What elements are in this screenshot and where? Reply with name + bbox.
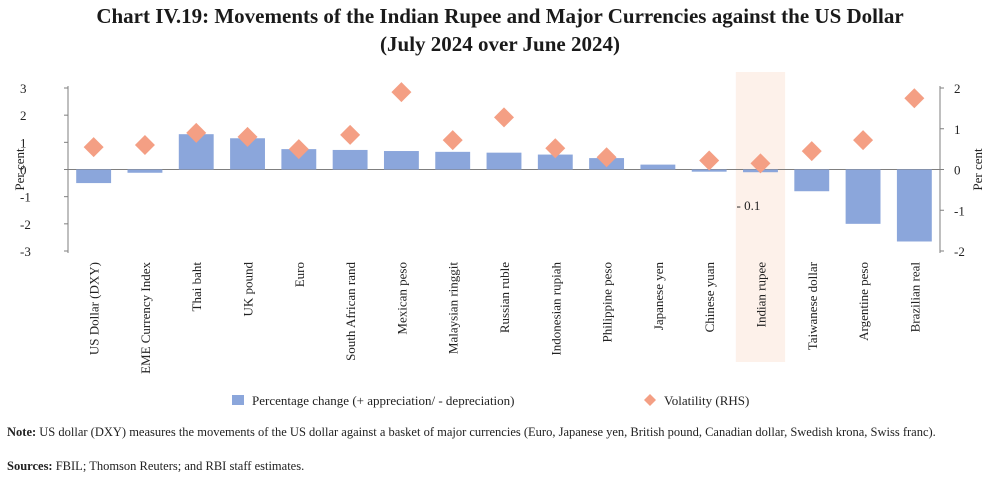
volatility-marker	[853, 130, 874, 151]
category-label: Chinese yuan	[702, 262, 717, 333]
category-label: EME Currency Index	[138, 262, 153, 374]
category-label: Japanese yen	[651, 262, 666, 331]
right-tick-label: 1	[954, 122, 961, 137]
category-label: Russian ruble	[497, 262, 512, 333]
bar	[435, 151, 471, 170]
bar	[486, 152, 522, 170]
volatility-marker	[699, 150, 720, 171]
note-text: US dollar (DXY) measures the movements o…	[39, 425, 936, 439]
chart-subtitle: (July 2024 over June 2024)	[380, 32, 620, 56]
category-label: South African rand	[343, 262, 358, 361]
volatility-marker	[288, 139, 309, 160]
chart-sources: Sources: FBIL; Thomson Reuters; and RBI …	[7, 458, 992, 474]
highlight-band	[735, 72, 786, 362]
bar	[537, 154, 573, 170]
bar	[896, 169, 932, 242]
volatility-marker	[545, 138, 566, 159]
right-tick-label: 0	[954, 163, 961, 178]
bar	[383, 151, 419, 170]
bar	[127, 169, 163, 173]
category-label: Brazilian real	[907, 262, 922, 333]
data-label-indian-rupee: - 0.1	[737, 198, 761, 213]
left-tick-label: 0	[20, 163, 27, 178]
category-label: UK pound	[241, 262, 256, 317]
volatility-marker	[442, 130, 463, 151]
left-tick-label: -2	[20, 217, 31, 232]
volatility-marker	[904, 88, 925, 109]
volatility-marker	[391, 82, 412, 103]
category-label: Malaysian ringgit	[446, 262, 461, 354]
category-label: Mexican peso	[394, 262, 409, 335]
category-label: US Dollar (DXY)	[87, 262, 102, 355]
category-label: Argentine peso	[856, 262, 871, 341]
bar	[281, 149, 317, 170]
bar	[691, 169, 727, 172]
volatility-marker	[186, 122, 207, 143]
volatility-marker	[134, 135, 155, 156]
volatility-marker	[801, 141, 822, 162]
legend-bar-label: Percentage change (+ appreciation/ - dep…	[252, 393, 515, 408]
right-tick-label: 2	[954, 81, 961, 96]
right-tick-label: -2	[954, 244, 965, 259]
left-tick-label: 3	[20, 81, 27, 96]
note-label: Note:	[7, 425, 37, 439]
chart-title: Chart IV.19: Movements of the Indian Rup…	[96, 4, 904, 28]
bar	[332, 149, 368, 170]
left-tick-label: -1	[20, 190, 31, 205]
right-tick-label: -1	[954, 203, 965, 218]
chart-note: Note: US dollar (DXY) measures the movem…	[7, 424, 992, 440]
left-tick-label: 2	[20, 108, 27, 123]
bar	[640, 164, 676, 170]
category-label: Philippine peso	[600, 262, 615, 343]
volatility-marker	[237, 126, 258, 147]
sources-label: Sources:	[7, 459, 53, 473]
right-axis-title: Per cent	[970, 148, 985, 191]
sources-text: FBIL; Thomson Reuters; and RBI staff est…	[55, 459, 305, 473]
left-tick-label: 1	[20, 135, 27, 150]
category-label: Thai baht	[189, 262, 204, 312]
volatility-marker	[340, 124, 361, 145]
volatility-marker	[83, 137, 104, 158]
volatility-marker	[750, 153, 771, 174]
legend-bar-swatch	[232, 395, 244, 405]
legend-diamond-swatch	[644, 394, 656, 406]
left-axis-title: Per cent	[12, 148, 27, 191]
category-label: Indonesian rupiah	[548, 262, 563, 356]
bar	[794, 169, 830, 192]
category-label: Indian rupee	[753, 262, 768, 328]
bar	[76, 169, 112, 184]
volatility-marker	[596, 147, 617, 168]
category-label: Taiwanese dollar	[805, 261, 820, 350]
category-label: Euro	[292, 262, 307, 287]
bar	[845, 169, 881, 224]
volatility-marker	[494, 107, 514, 128]
legend-diamond-label: Volatility (RHS)	[664, 393, 749, 408]
left-tick-label: -3	[20, 244, 31, 259]
